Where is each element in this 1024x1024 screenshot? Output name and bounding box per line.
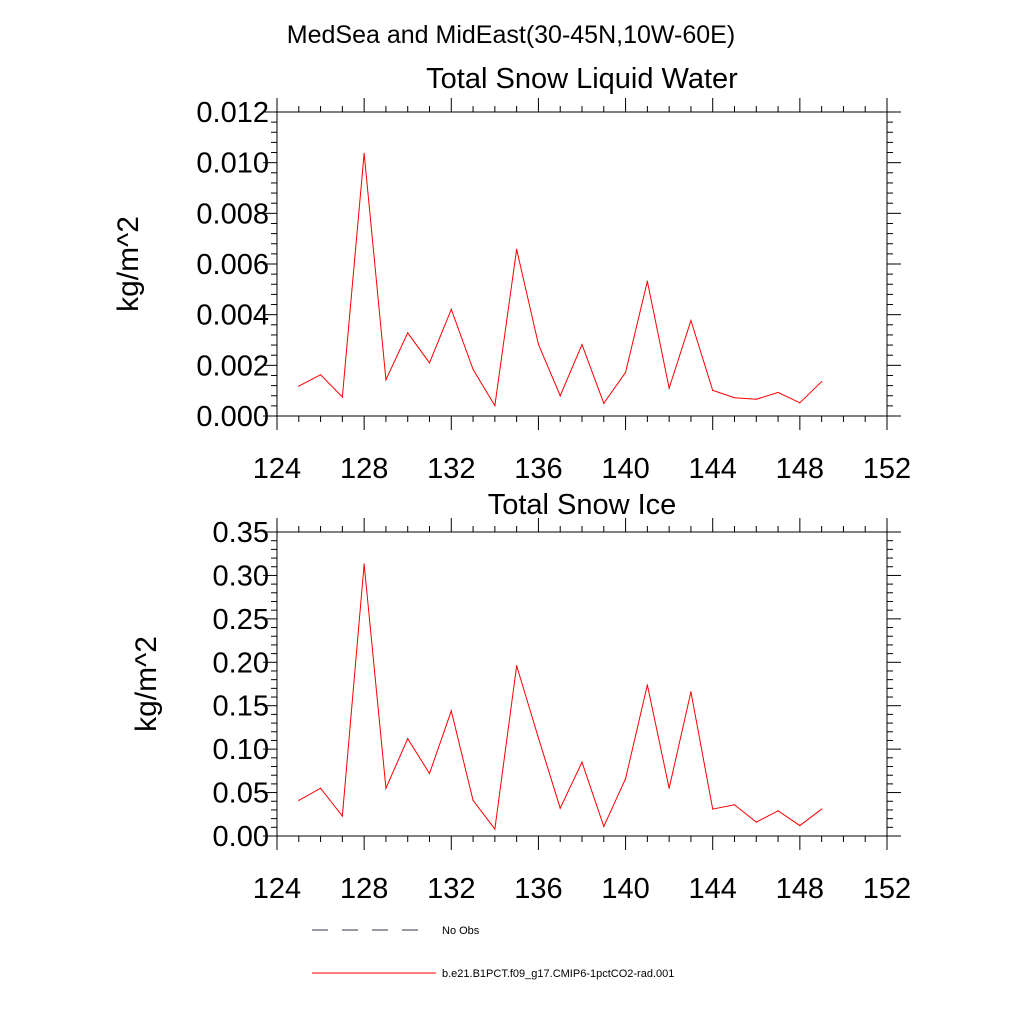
data-point	[821, 808, 823, 810]
data-point	[319, 374, 322, 376]
data-point	[363, 152, 365, 154]
y-tick-label: 0.012	[196, 97, 269, 129]
x-tick-label: 148	[776, 453, 824, 485]
data-point	[428, 772, 431, 775]
data-point	[385, 787, 387, 789]
data-point	[407, 332, 409, 334]
data-point	[777, 810, 779, 812]
data-point	[537, 737, 540, 739]
data-point	[341, 815, 343, 817]
x-tick-label: 136	[514, 453, 562, 485]
data-point	[668, 387, 670, 389]
data-point	[821, 380, 823, 383]
x-tick-label: 136	[514, 873, 562, 905]
data-point	[646, 684, 648, 686]
y-tick-label: 0.000	[196, 401, 269, 433]
y-tick-label: 0.35	[213, 517, 269, 549]
x-tick-label: 152	[863, 873, 911, 905]
data-point	[799, 402, 801, 404]
data-point	[603, 825, 605, 828]
data-point	[733, 804, 736, 806]
y-tick-label: 0.002	[196, 350, 269, 382]
data-point	[581, 343, 583, 346]
main-title: MedSea and MidEast(30-45N,10W-60E)	[287, 21, 735, 49]
legend-label-model-run: b.e21.B1PCT.f09_g17.CMIP6-1pctCO2-rad.00…	[442, 968, 674, 980]
y-tick-label: 0.30	[213, 560, 269, 592]
y-axis-label: kg/m^2	[130, 636, 163, 732]
data-point	[755, 398, 757, 400]
legend-label-no-obs: No Obs	[442, 925, 480, 937]
data-point	[298, 799, 300, 801]
data-point	[712, 808, 714, 810]
data-point	[319, 787, 322, 789]
plot-snow-ice: Total Snow Ice kg/m^2 124 128 132 136 140 144 14…	[130, 489, 911, 905]
data-point	[385, 379, 387, 381]
y-tick-label: 0.10	[213, 734, 269, 766]
x-tick-label: 144	[689, 873, 737, 905]
y-axis-label: kg/m^2	[112, 216, 145, 312]
data-point	[559, 395, 561, 397]
data-point	[624, 778, 627, 780]
data-point	[472, 368, 474, 370]
y-tick-label: 0.25	[213, 604, 269, 636]
x-tick-label: 140	[601, 453, 649, 485]
data-point	[777, 391, 779, 394]
x-tick-label: 124	[253, 873, 301, 905]
data-point	[537, 343, 540, 345]
x-tick-label: 124	[253, 453, 301, 485]
y-tick-label: 0.010	[196, 148, 269, 180]
data-point	[603, 402, 605, 404]
data-point	[363, 563, 365, 565]
x-tick-label: 148	[776, 873, 824, 905]
data-point	[516, 665, 518, 667]
data-point	[559, 807, 561, 809]
data-point	[494, 405, 496, 407]
legend: No Obs b.e21.B1PCT.f09_g17.CMIP6-1pctCO2…	[312, 925, 674, 980]
plot-frame	[276, 111, 888, 417]
data-point	[450, 710, 452, 712]
y-tick-label: 0.006	[196, 249, 269, 281]
data-point	[755, 821, 757, 823]
series-line	[298, 564, 822, 831]
plot-title: Total Snow Ice	[488, 489, 677, 521]
y-tick-label: 0.008	[196, 198, 269, 230]
x-tick-label: 140	[601, 873, 649, 905]
x-tick-label: 152	[863, 453, 911, 485]
x-tick-label: 132	[427, 453, 475, 485]
series-line	[298, 153, 822, 408]
y-tick-label: 0.20	[213, 647, 269, 679]
x-tick-label: 132	[427, 873, 475, 905]
x-tick-label: 144	[689, 453, 737, 485]
y-tick-label: 0.00	[213, 821, 269, 853]
plot-frame	[276, 531, 888, 837]
data-point	[624, 371, 627, 374]
data-point	[581, 761, 583, 763]
y-tick-label: 0.15	[213, 691, 269, 723]
y-tick-label: 0.004	[196, 300, 269, 332]
data-point	[450, 308, 452, 310]
data-point	[472, 799, 474, 801]
x-tick-label: 128	[340, 873, 388, 905]
plot-snow-liquid-water: Total Snow Liquid Water kg/m^2 124 128 132 13…	[112, 63, 911, 485]
data-point	[690, 319, 692, 322]
data-point	[799, 824, 801, 827]
data-point	[341, 396, 343, 398]
data-point	[494, 828, 496, 830]
data-point	[407, 738, 409, 740]
y-tick-label: 0.05	[213, 778, 269, 810]
data-point	[428, 362, 431, 364]
data-point	[298, 385, 300, 387]
data-point	[690, 691, 692, 693]
plot-title: Total Snow Liquid Water	[426, 63, 738, 95]
data-point	[668, 787, 670, 789]
data-point	[712, 389, 714, 392]
data-point	[646, 280, 648, 282]
data-point	[733, 397, 736, 399]
x-tick-label: 128	[340, 453, 388, 485]
data-point	[516, 248, 518, 250]
